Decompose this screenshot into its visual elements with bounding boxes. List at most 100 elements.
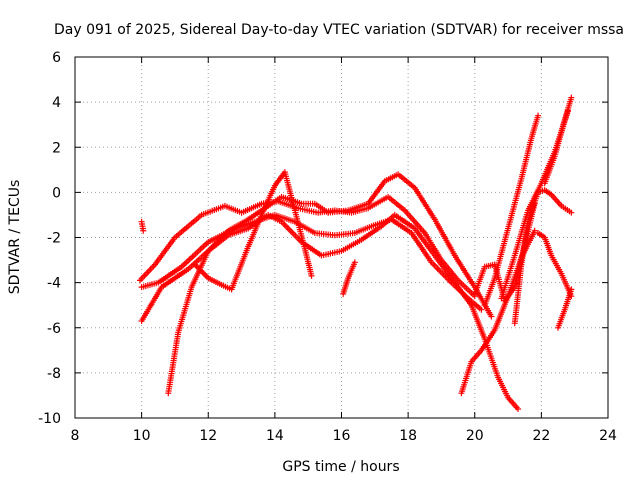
data-point-run (468, 348, 483, 365)
data-series-track-9 (481, 112, 542, 309)
data-point (568, 286, 575, 293)
data-point-run (381, 172, 400, 185)
data-point-run (481, 277, 497, 309)
y-tick-label: -2 (47, 231, 61, 247)
data-point-run (138, 218, 146, 232)
y-tick-label: -10 (38, 411, 61, 427)
data-point-run (511, 263, 525, 327)
y-axis-label: SDTVAR / TECUs (7, 180, 23, 295)
data-point-run (458, 360, 474, 397)
data-point-run (318, 248, 343, 259)
data-series-track-4 (165, 211, 522, 412)
data-point-run (535, 187, 546, 196)
data-point-run (548, 252, 564, 275)
data-point-run (291, 207, 308, 250)
data-point-run (365, 195, 390, 212)
data-point-run (541, 155, 557, 187)
x-tick-label: 12 (199, 428, 217, 444)
data-point-run (451, 279, 474, 307)
data-point-run (258, 184, 277, 218)
data-series-track-13 (535, 230, 575, 300)
data-point-run (225, 217, 250, 234)
data-point-run (561, 288, 574, 313)
data-point-run (431, 252, 457, 284)
data-point-run (158, 267, 190, 291)
data-point-run (345, 261, 357, 282)
data-point-run (505, 178, 524, 232)
data-point-run (265, 211, 283, 224)
data-point-run (558, 202, 573, 215)
data-point-run (525, 191, 541, 225)
data-point-run (535, 230, 546, 240)
data-point-run (391, 211, 416, 231)
data-point-run (228, 245, 251, 293)
data-point-run (471, 265, 487, 297)
data-point-run (165, 331, 181, 397)
data-point-run (221, 202, 243, 215)
data-point-run (561, 96, 574, 124)
data-point (308, 272, 315, 279)
x-tick-label: 16 (333, 428, 351, 444)
y-tick-label: -8 (47, 366, 61, 382)
data-point-run (171, 213, 203, 241)
data-point-run (551, 119, 568, 160)
data-point-run (431, 216, 457, 257)
data-point-run (385, 193, 407, 213)
data-point (515, 405, 522, 412)
data-point-run (311, 230, 336, 238)
data-point-run (178, 240, 210, 270)
data-point-run (408, 230, 434, 264)
data-point-run (548, 191, 563, 208)
data-series-track-14 (555, 286, 575, 331)
data-point-run (198, 203, 226, 218)
data-point (140, 227, 147, 234)
data-point-run (218, 281, 233, 292)
data-series-track-11 (511, 187, 575, 327)
data-point-run (205, 233, 230, 254)
data-series-track-15 (138, 218, 147, 234)
data-point-run (555, 308, 567, 331)
data-point-run (351, 224, 373, 236)
x-tick-label: 14 (266, 428, 284, 444)
x-tick-label: 20 (466, 428, 484, 444)
data-point-run (505, 394, 520, 411)
data-point-run (265, 195, 283, 209)
y-tick-label: -4 (47, 276, 61, 292)
data-point (351, 259, 358, 266)
data-point (568, 94, 575, 101)
data-point-run (411, 225, 437, 257)
data-point-run (331, 230, 356, 239)
data-point-run (421, 230, 444, 262)
data-point-run (152, 236, 177, 268)
data-point-run (498, 254, 518, 302)
chart-title: Day 091 of 2025, Sidereal Day-to-day VTE… (54, 22, 624, 38)
data-point-run (340, 277, 351, 297)
data-point-run (451, 252, 477, 289)
data-point-run (245, 213, 264, 250)
data-point-run (455, 277, 477, 298)
data-point-run (301, 245, 314, 277)
data-point (531, 227, 538, 234)
data-layer (137, 94, 575, 412)
data-point-run (295, 205, 319, 216)
data-point-run (541, 187, 553, 197)
data-point-run (238, 201, 263, 216)
data-point-run (518, 137, 534, 182)
y-tick-label: 0 (52, 185, 61, 201)
data-point-run (428, 259, 453, 285)
data-series-track-8 (471, 200, 538, 304)
data-point-run (395, 171, 417, 190)
data-point-run (191, 261, 210, 280)
x-axis-label: GPS time / hours (282, 459, 399, 475)
data-point-run (281, 169, 298, 212)
data-point-run (518, 220, 531, 268)
data-point-run (401, 207, 427, 235)
data-point-run (491, 227, 511, 282)
data-point (535, 112, 542, 119)
y-tick-label: 6 (52, 50, 61, 66)
data-point (478, 306, 485, 313)
data-point-run (338, 237, 363, 254)
data-point-run (155, 265, 183, 286)
